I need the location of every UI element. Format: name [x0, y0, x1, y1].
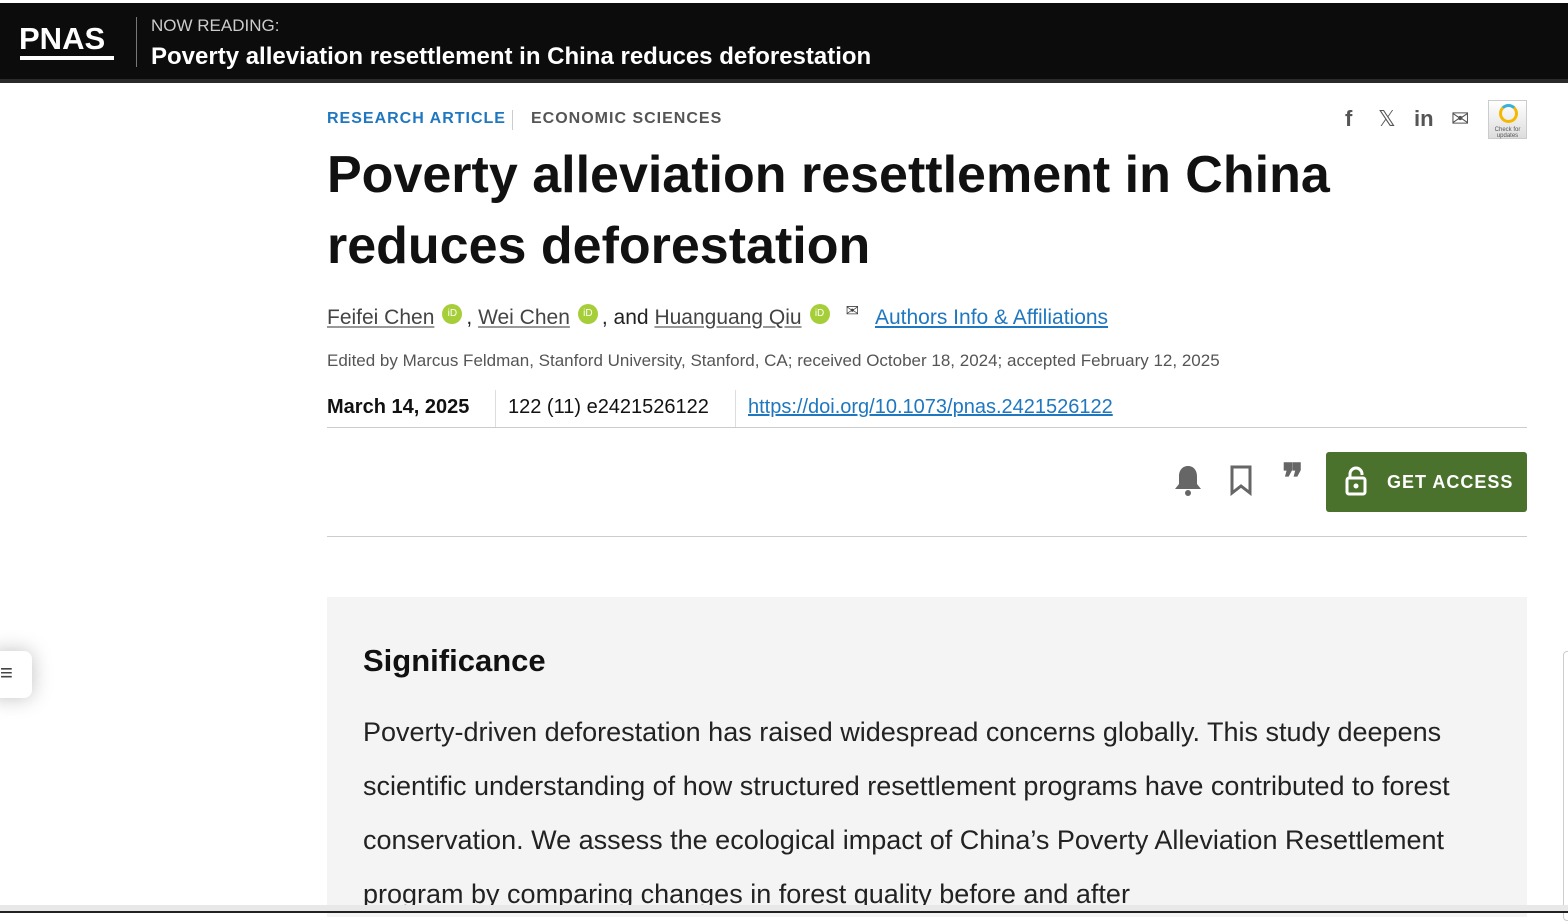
linkedin-icon[interactable]: in	[1414, 106, 1434, 131]
email-icon[interactable]: ✉	[1451, 106, 1470, 131]
now-reading-label: NOW READING:	[151, 16, 280, 35]
check-for-updates-badge[interactable]: Check for updates	[1488, 100, 1527, 139]
significance-text: Poverty-driven deforestation has raised …	[363, 717, 1450, 909]
publication-date: March 14, 2025	[327, 396, 470, 418]
article-title: Poverty alleviation resettlement in Chin…	[327, 146, 1330, 275]
author-separator: , and	[601, 306, 655, 329]
author-separator: ,	[466, 306, 479, 329]
now-reading-bar: PNAS NOW READING: Poverty alleviation re…	[0, 3, 1568, 83]
authors-info-link[interactable]: Authors Info & Affiliations	[874, 306, 1109, 329]
hamburger-icon: ≡	[0, 660, 13, 685]
significance-heading: Significance	[363, 643, 546, 678]
horizontal-scrollbar[interactable]	[0, 905, 1568, 913]
author-list: Feifei Chen iD, Wei Chen iD, and Huanguang…	[327, 301, 1108, 330]
orcid-icon[interactable]: iD	[442, 304, 463, 324]
logo-underline	[20, 56, 114, 60]
cite-icon[interactable]: ❞	[1282, 457, 1304, 501]
significance-section: Significance Poverty-driven deforestatio…	[327, 597, 1527, 917]
outline-menu-button[interactable]: ≡	[0, 651, 32, 698]
unlock-icon	[1345, 466, 1367, 496]
orcid-icon[interactable]: iD	[809, 304, 830, 324]
editor-info: Edited by Marcus Feldman, Stanford Unive…	[327, 351, 1220, 370]
orcid-icon[interactable]: iD	[577, 304, 598, 324]
article-type-link[interactable]: RESEARCH ARTICLE	[327, 110, 506, 127]
divider	[327, 536, 1527, 537]
facebook-icon[interactable]: f	[1345, 106, 1353, 131]
author-link[interactable]: Huanguang Qiu	[654, 306, 802, 329]
alert-bell-icon[interactable]	[1173, 464, 1203, 505]
email-icon[interactable]: ✉	[845, 303, 859, 320]
bookmark-icon[interactable]	[1229, 464, 1253, 503]
get-access-label: GET ACCESS	[1387, 472, 1514, 492]
divider	[136, 17, 137, 67]
side-panel-edge[interactable]	[1563, 651, 1568, 921]
doi-link[interactable]: https://doi.org/10.1073/pnas.2421526122	[748, 396, 1113, 418]
divider	[495, 390, 496, 427]
divider	[735, 390, 736, 427]
crossmark-icon	[1499, 104, 1518, 123]
get-access-button[interactable]: GET ACCESS	[1326, 452, 1527, 512]
author-link[interactable]: Feifei Chen	[327, 306, 435, 329]
now-reading-title: Poverty alleviation resettlement in Chin…	[151, 43, 872, 70]
author-link[interactable]: Wei Chen	[478, 306, 570, 329]
section-link[interactable]: ECONOMIC SCIENCES	[531, 110, 723, 127]
x-icon[interactable]: 𝕏	[1378, 106, 1396, 131]
pnas-logo[interactable]: PNAS	[19, 21, 106, 56]
check-updates-label: Check for updates	[1494, 127, 1521, 139]
volume-issue: 122 (11) e2421526122	[508, 396, 709, 418]
publication-meta: March 14, 2025 122 (11) e2421526122 http…	[327, 390, 1527, 428]
divider	[512, 110, 513, 130]
